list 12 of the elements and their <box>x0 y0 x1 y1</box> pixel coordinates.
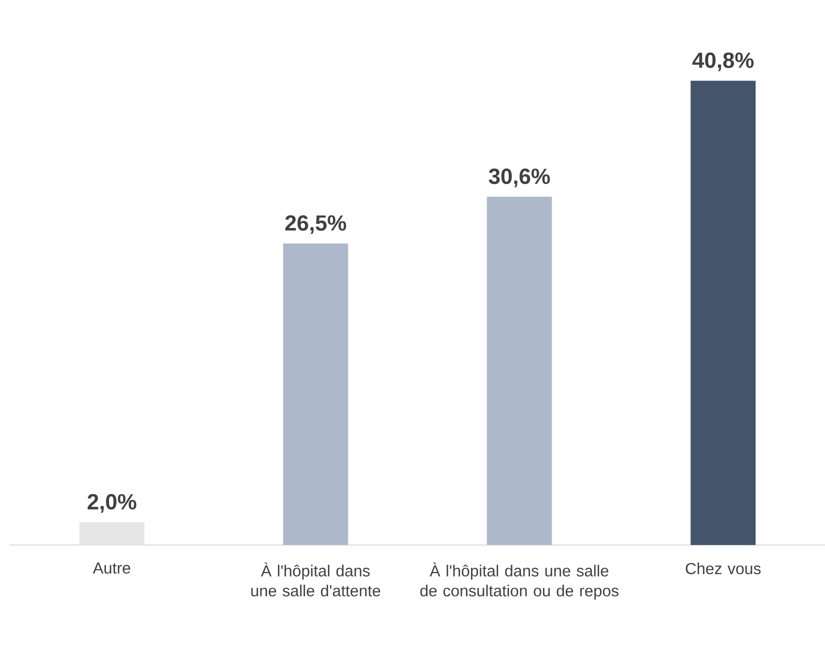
data-label: 30,6% <box>488 168 550 188</box>
bar <box>283 243 348 545</box>
x-tick-label: À l'hôpital dans une salle d'attente <box>251 562 380 596</box>
data-label: 2,0% <box>88 494 136 513</box>
bar <box>79 522 144 545</box>
x-tick-label: Chez vous <box>686 562 761 574</box>
x-tick-label: À l'hôpital dans une salle de consultation ou de repos <box>420 562 618 600</box>
x-tick-label: Autre <box>92 562 130 574</box>
bar <box>690 80 756 545</box>
bar <box>486 196 552 545</box>
data-label: 40,8% <box>692 52 754 72</box>
data-label: 26,5% <box>285 215 346 234</box>
